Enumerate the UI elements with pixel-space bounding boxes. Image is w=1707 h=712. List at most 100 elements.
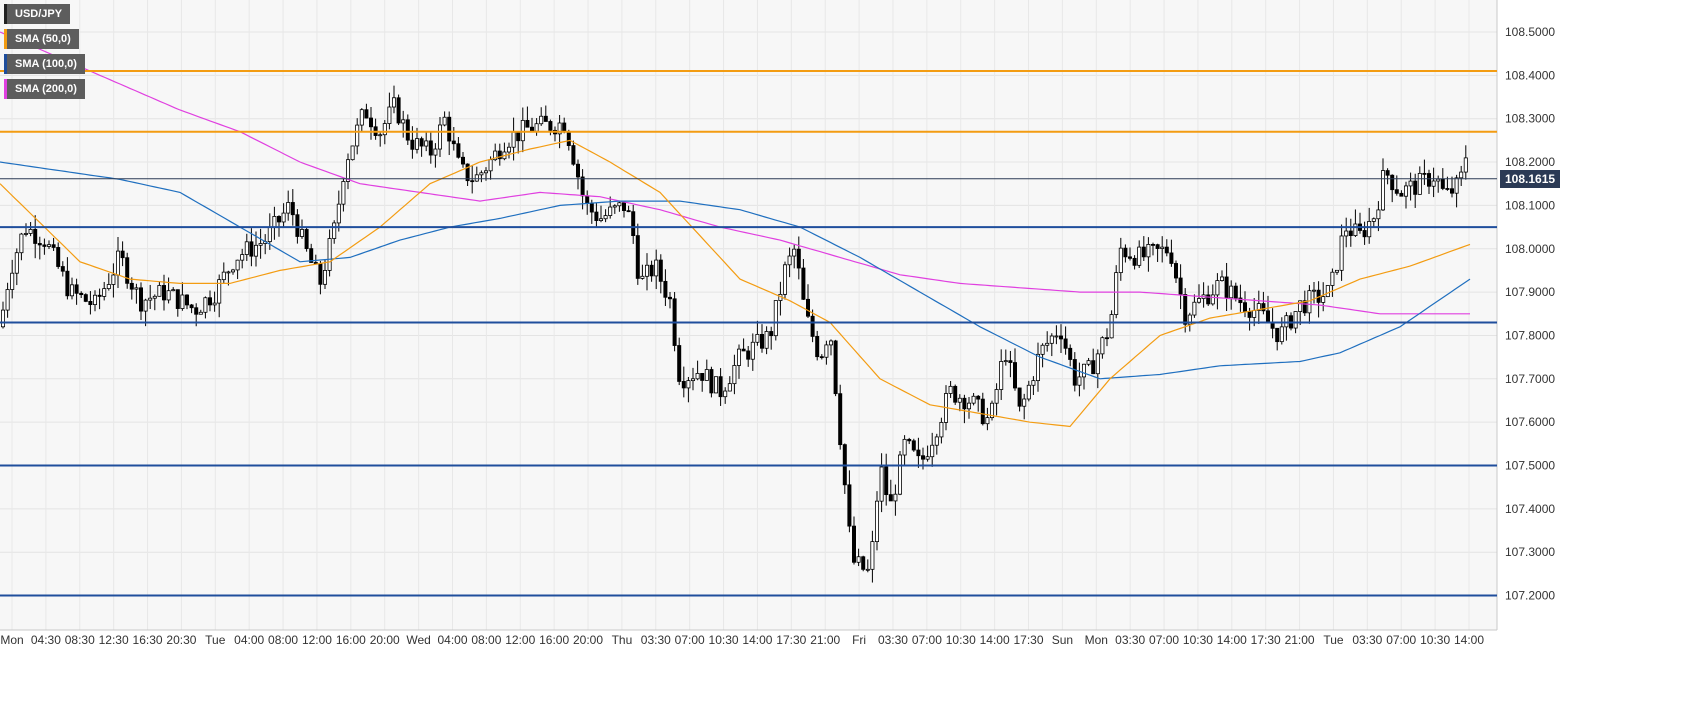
candle[interactable]: [203, 297, 208, 313]
candle[interactable]: [599, 218, 604, 221]
candle[interactable]: [815, 336, 820, 358]
candle[interactable]: [111, 274, 116, 285]
candle[interactable]: [1220, 276, 1225, 281]
candle[interactable]: [704, 369, 709, 381]
candle[interactable]: [318, 263, 323, 285]
candle[interactable]: [295, 214, 300, 237]
candle[interactable]: [1454, 177, 1459, 194]
candle[interactable]: [5, 289, 10, 311]
candle[interactable]: [1036, 353, 1041, 382]
candle[interactable]: [345, 159, 350, 182]
candle[interactable]: [368, 117, 373, 128]
candle[interactable]: [1445, 188, 1450, 190]
candle[interactable]: [681, 381, 686, 389]
candle[interactable]: [0, 309, 6, 328]
candle[interactable]: [668, 296, 673, 300]
candle[interactable]: [1086, 360, 1091, 365]
candle[interactable]: [396, 97, 401, 124]
candle[interactable]: [654, 259, 659, 277]
candle[interactable]: [272, 216, 277, 228]
candle[interactable]: [879, 466, 884, 502]
candle[interactable]: [1243, 302, 1248, 313]
candle[interactable]: [1155, 244, 1160, 249]
candle[interactable]: [999, 361, 1004, 390]
candle[interactable]: [1031, 380, 1036, 386]
candle[interactable]: [1353, 223, 1358, 237]
candle[interactable]: [235, 259, 240, 271]
candle[interactable]: [847, 484, 852, 527]
candle[interactable]: [299, 229, 304, 237]
candle[interactable]: [1137, 246, 1142, 266]
candle[interactable]: [125, 257, 130, 284]
candle[interactable]: [129, 282, 134, 290]
candle[interactable]: [391, 97, 396, 108]
candle[interactable]: [870, 541, 875, 570]
candle[interactable]: [1252, 310, 1257, 318]
candle[interactable]: [962, 397, 967, 410]
candle[interactable]: [1040, 344, 1045, 355]
candle[interactable]: [888, 494, 893, 502]
candle[interactable]: [161, 285, 166, 301]
candle[interactable]: [387, 106, 392, 124]
candle[interactable]: [801, 267, 806, 300]
candle[interactable]: [1059, 335, 1064, 340]
candle[interactable]: [695, 373, 700, 380]
candle[interactable]: [327, 238, 332, 271]
candle[interactable]: [737, 348, 742, 366]
candle[interactable]: [810, 315, 815, 337]
candle[interactable]: [106, 284, 111, 290]
candle[interactable]: [884, 466, 889, 496]
candle[interactable]: [1215, 280, 1220, 296]
candle[interactable]: [727, 383, 732, 392]
candle[interactable]: [148, 297, 153, 301]
candle[interactable]: [677, 345, 682, 382]
candle[interactable]: [281, 212, 286, 223]
candle[interactable]: [1008, 360, 1013, 363]
candle[interactable]: [198, 311, 203, 315]
candle[interactable]: [787, 255, 792, 266]
candle[interactable]: [916, 449, 921, 457]
candle[interactable]: [543, 115, 548, 122]
candle[interactable]: [184, 294, 189, 306]
candle[interactable]: [221, 271, 226, 281]
candle[interactable]: [74, 284, 79, 294]
candle[interactable]: [1197, 298, 1202, 303]
candle[interactable]: [414, 138, 419, 150]
candle[interactable]: [483, 170, 488, 174]
candle[interactable]: [1256, 303, 1261, 311]
candle[interactable]: [1275, 327, 1280, 343]
candle[interactable]: [253, 244, 258, 257]
candle[interactable]: [1072, 359, 1077, 386]
candle[interactable]: [166, 290, 171, 301]
candle[interactable]: [953, 385, 958, 403]
candle[interactable]: [1261, 303, 1266, 312]
candle[interactable]: [1017, 387, 1022, 407]
candle[interactable]: [898, 454, 903, 495]
candle[interactable]: [921, 455, 926, 460]
candle[interactable]: [1450, 188, 1455, 194]
candle[interactable]: [42, 244, 47, 247]
candle[interactable]: [102, 288, 107, 297]
candle[interactable]: [750, 341, 755, 360]
candle[interactable]: [525, 119, 530, 128]
candle[interactable]: [1390, 174, 1395, 191]
candle[interactable]: [769, 331, 774, 337]
candle[interactable]: [493, 150, 498, 161]
candle[interactable]: [1109, 314, 1114, 339]
candle[interactable]: [244, 241, 249, 255]
candle[interactable]: [37, 243, 42, 246]
candle[interactable]: [861, 556, 866, 570]
candle[interactable]: [741, 348, 746, 352]
candle[interactable]: [1381, 170, 1386, 211]
candle[interactable]: [93, 294, 98, 306]
candle[interactable]: [1146, 244, 1151, 258]
candle[interactable]: [658, 259, 663, 282]
candle[interactable]: [304, 229, 309, 250]
candle[interactable]: [1233, 285, 1238, 299]
candle[interactable]: [207, 297, 212, 306]
candle[interactable]: [1224, 276, 1229, 299]
legend-item-sma200[interactable]: SMA (200,0): [4, 79, 85, 99]
candle[interactable]: [217, 279, 222, 304]
candle[interactable]: [746, 350, 751, 360]
